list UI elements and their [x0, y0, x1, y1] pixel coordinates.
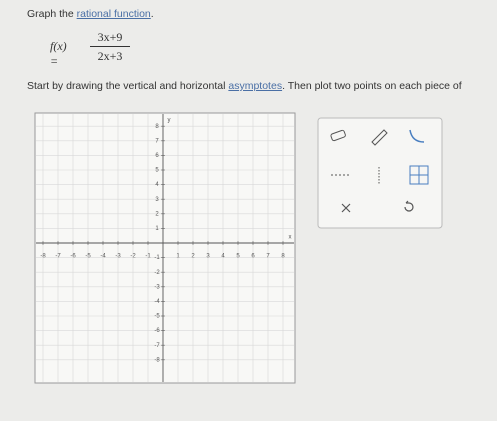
pencil-tool[interactable]: [371, 129, 388, 146]
y-tick-label: 4: [155, 182, 159, 188]
x-tick-label: 6: [251, 254, 255, 260]
y-tick-label: 6: [155, 153, 159, 159]
graph-frame: [34, 112, 296, 384]
numerator: 3x+9: [97, 30, 123, 44]
x-tick-label: -3: [115, 254, 121, 260]
y-tick-label: -4: [154, 299, 160, 305]
header-link[interactable]: rational function: [76, 8, 151, 20]
y-tick-label: 3: [155, 197, 159, 203]
y-tick-label: 2: [155, 211, 159, 217]
y-tick-label: 1: [155, 226, 159, 232]
header: Graph the rational function.: [27, 8, 154, 20]
y-tick-label: 5: [155, 168, 159, 174]
y-tick-label: -7: [154, 343, 160, 349]
instruction: Start by drawing the vertical and horizo…: [27, 80, 462, 92]
clear-button[interactable]: [341, 203, 351, 213]
instruction-prefix: Start by drawing the vertical and horizo…: [27, 80, 226, 92]
x-tick-label: 4: [221, 254, 225, 260]
y-tick-label: 7: [155, 138, 159, 144]
curve-tool[interactable]: [409, 129, 425, 143]
x-tick-label: 2: [191, 254, 195, 260]
fraction-bar: [90, 46, 130, 47]
y-tick-label: -8: [154, 357, 160, 363]
y-tick-label: -5: [154, 314, 160, 320]
y-tick-label: 8: [155, 124, 159, 130]
y-tick-label: -1: [154, 255, 160, 261]
x-tick-label: 1: [176, 254, 180, 260]
panel-frame: [317, 117, 443, 229]
x-tick-label: 8: [281, 254, 285, 260]
x-tick-label: -4: [100, 254, 106, 260]
x-tick-label: -7: [55, 254, 61, 260]
denominator: 2x+3: [97, 49, 123, 63]
y-tick-label: -6: [154, 328, 160, 334]
x-tick-label: -5: [85, 254, 91, 260]
x-tick-label: -8: [40, 254, 46, 260]
x-tick-label: 7: [266, 254, 270, 260]
x-tick-label: 3: [206, 254, 210, 260]
header-suffix: .: [150, 8, 154, 20]
x-axis-label: x: [289, 235, 292, 241]
grid-tool[interactable]: [409, 165, 429, 185]
instruction-suffix: . Then plot two points on each piece of: [282, 80, 462, 92]
tool-panel: [317, 117, 443, 229]
y-tick-label: -2: [154, 270, 160, 276]
x-tick-label: -2: [130, 254, 136, 260]
undo-button[interactable]: [404, 200, 414, 212]
x-tick-label: 5: [236, 254, 240, 260]
y-axis-label: y: [168, 118, 171, 124]
instruction-link[interactable]: asymptotes: [228, 80, 283, 92]
y-tick-label: -3: [154, 284, 160, 290]
function-lhs: f(x) =: [50, 39, 67, 68]
x-tick-label: -6: [70, 254, 76, 260]
eraser-tool[interactable]: [330, 129, 346, 142]
x-tick-label: -1: [145, 254, 151, 260]
header-prefix: Graph the: [27, 8, 74, 20]
